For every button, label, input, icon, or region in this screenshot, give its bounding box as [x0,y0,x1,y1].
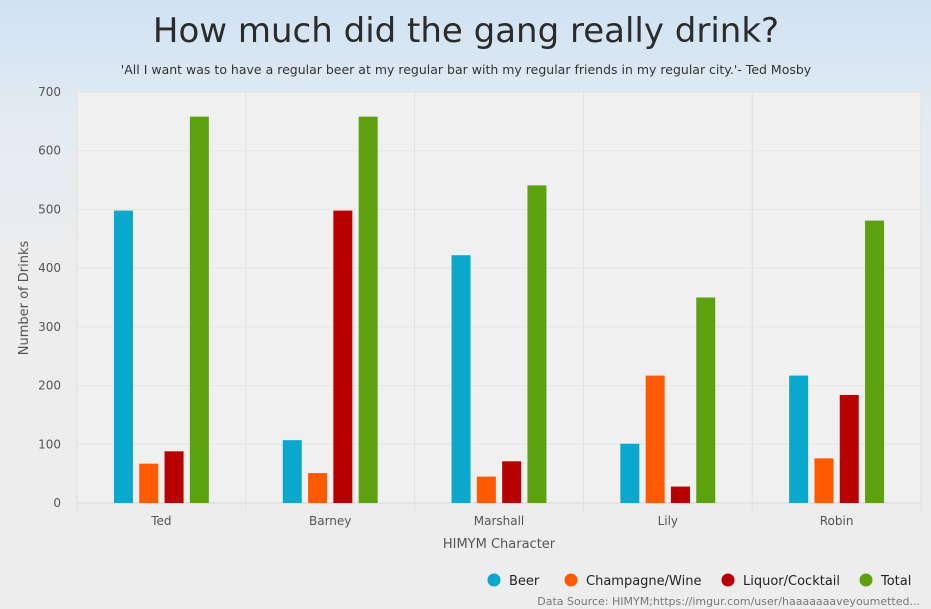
bar-beer-ted [113,210,133,504]
y-tick-label: 100 [38,437,61,451]
plot-area [77,92,921,503]
bar-champagne-wine-marshall [476,476,496,503]
bar-total-lily [696,297,716,503]
bar-beer-lily [620,443,640,503]
bar-total-robin [865,220,885,503]
data-source-note: Data Source: HIMYM;https://imgur.com/use… [537,595,920,608]
bar-beer-marshall [451,255,471,503]
bar-total-ted [189,116,209,503]
bar-liquor-cocktail-ted [164,451,184,503]
grid-lines [76,91,922,511]
legend-label: Champagne/Wine [586,574,701,589]
legend-label: Total [880,574,911,589]
bar-champagne-wine-lily [645,375,665,503]
legend-swatch [859,573,873,587]
legend-swatch [721,573,735,587]
bar-champagne-wine-barney [308,473,328,503]
x-axis: Ted Barney Marshall Lily Robin [150,514,853,528]
y-axis-label: Number of Drinks [17,241,32,356]
y-tick-label: 200 [38,379,61,393]
bar-liquor-cocktail-marshall [502,461,522,503]
bar-beer-barney [282,440,302,503]
bar-champagne-wine-ted [139,463,159,503]
y-tick-label: 300 [38,320,61,334]
y-tick-label: 600 [38,144,61,158]
bar-liquor-cocktail-robin [839,394,859,503]
chart-title: How much did the gang really drink? [153,11,779,51]
bar-champagne-wine-robin [814,458,834,503]
legend-label: Beer [509,574,540,589]
x-tick-label: Ted [150,514,171,528]
y-tick-label: 500 [38,202,61,216]
x-axis-label: HIMYM Character [443,537,556,552]
y-tick-label: 400 [38,261,61,275]
legend-swatch [564,573,578,587]
bar-liquor-cocktail-barney [333,210,353,504]
legend-swatch [487,573,501,587]
y-tick-label: 700 [38,85,61,99]
x-tick-label: Robin [820,514,854,528]
y-tick-label: 0 [53,496,61,510]
bar-total-barney [358,116,378,503]
y-axis: 0 100 200 300 400 500 600 700 [38,85,61,510]
bars [113,116,885,504]
bar-total-marshall [527,185,547,503]
chart-subtitle: 'All I want was to have a regular beer a… [121,62,812,77]
x-tick-label: Lily [658,514,678,528]
bar-liquor-cocktail-lily [670,486,690,503]
x-tick-label: Barney [309,514,351,528]
legend-label: Liquor/Cocktail [743,574,840,589]
bar-beer-robin [789,375,809,503]
legend: Beer Champagne/Wine Liquor/Cocktail Total [487,573,911,589]
x-tick-label: Marshall [474,514,525,528]
